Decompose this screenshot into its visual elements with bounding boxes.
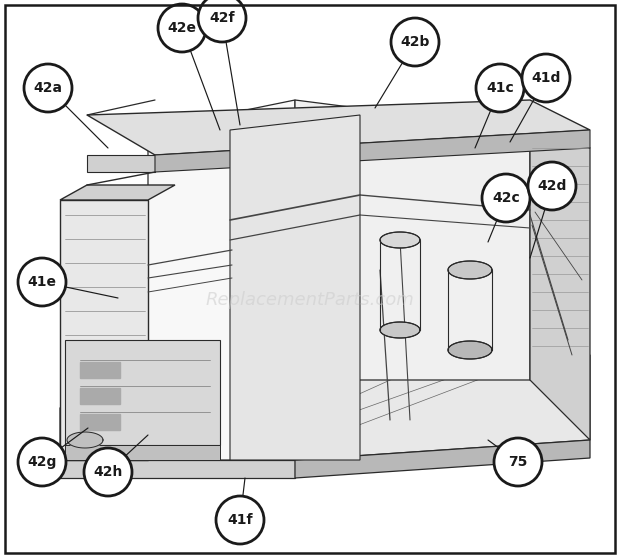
Polygon shape — [65, 445, 220, 460]
Polygon shape — [87, 100, 590, 155]
Text: ReplacementParts.com: ReplacementParts.com — [206, 291, 414, 309]
Text: 42a: 42a — [33, 81, 63, 95]
Circle shape — [84, 448, 132, 496]
Polygon shape — [448, 341, 492, 359]
Text: 41d: 41d — [531, 71, 560, 85]
Text: 42b: 42b — [401, 35, 430, 49]
Text: 41e: 41e — [27, 275, 56, 289]
Polygon shape — [295, 440, 590, 478]
Text: 41c: 41c — [486, 81, 514, 95]
Text: 41f: 41f — [228, 513, 253, 527]
Circle shape — [24, 64, 72, 112]
Polygon shape — [80, 414, 120, 430]
Circle shape — [18, 438, 66, 486]
Text: 42f: 42f — [210, 11, 235, 25]
Polygon shape — [60, 310, 590, 460]
Circle shape — [216, 496, 264, 544]
Polygon shape — [148, 100, 295, 460]
Text: 42c: 42c — [492, 191, 520, 205]
Polygon shape — [65, 340, 220, 445]
Polygon shape — [230, 115, 360, 460]
Polygon shape — [80, 362, 120, 378]
Circle shape — [482, 174, 530, 222]
Polygon shape — [80, 388, 120, 404]
Polygon shape — [295, 100, 530, 380]
Polygon shape — [60, 200, 148, 460]
Circle shape — [494, 438, 542, 486]
Polygon shape — [448, 261, 492, 279]
Text: 42e: 42e — [167, 21, 197, 35]
Polygon shape — [380, 322, 420, 338]
Text: 75: 75 — [508, 455, 528, 469]
Text: 42d: 42d — [538, 179, 567, 193]
Text: 42g: 42g — [27, 455, 56, 469]
Polygon shape — [87, 155, 155, 172]
Polygon shape — [530, 130, 590, 440]
Circle shape — [522, 54, 570, 102]
Text: 42h: 42h — [94, 465, 123, 479]
Circle shape — [18, 258, 66, 306]
Circle shape — [391, 18, 439, 66]
Polygon shape — [67, 432, 103, 448]
Circle shape — [158, 4, 206, 52]
Polygon shape — [60, 460, 295, 478]
Polygon shape — [60, 185, 175, 200]
Circle shape — [528, 162, 576, 210]
Polygon shape — [155, 130, 590, 172]
Circle shape — [198, 0, 246, 42]
Polygon shape — [380, 232, 420, 248]
Circle shape — [476, 64, 524, 112]
